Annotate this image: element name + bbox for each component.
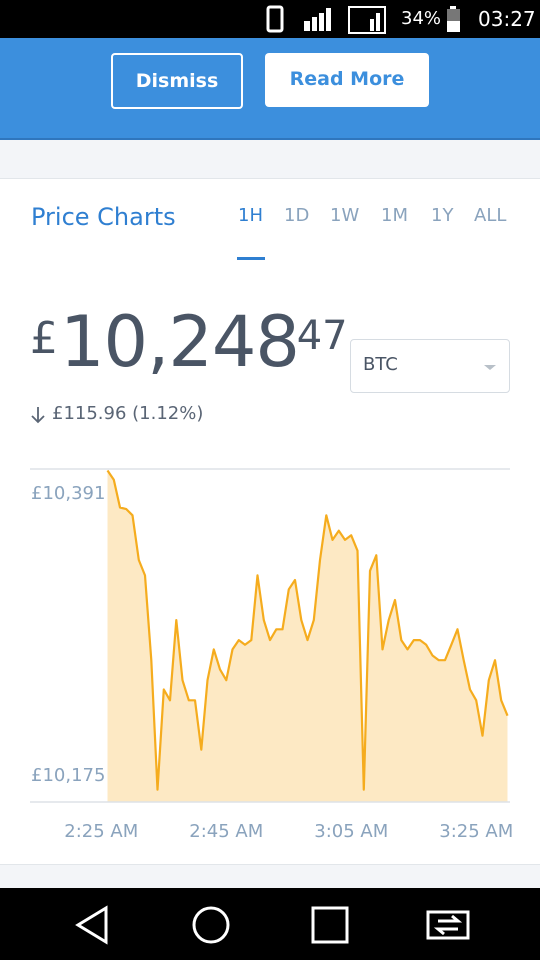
switch-button[interactable] — [426, 910, 470, 940]
currency: BTC — [363, 354, 398, 375]
tab-indicator — [237, 257, 265, 260]
read-more-button[interactable]: Read More — [265, 53, 429, 107]
status-bar: 34% 03:27 — [0, 0, 540, 38]
home-button[interactable] — [192, 906, 230, 944]
battery-percent: 34% — [401, 8, 442, 29]
dropdown-arrow — [484, 365, 496, 370]
recents-button[interactable] — [311, 906, 349, 944]
tab[interactable]: 1Y — [431, 205, 454, 226]
price-area — [107, 470, 508, 802]
price-card: £ 10,248 .47 BTC £115.96 (1.12%) — [0, 261, 540, 865]
back-button[interactable] — [75, 905, 108, 945]
y-tick-label: £10,175 — [31, 765, 105, 786]
x-tick-label: 2:45 AM — [189, 821, 263, 842]
price-charts-header: Price Charts 1H 1D 1W 1M 1Y ALL — [0, 178, 540, 262]
currency-select[interactable]: BTC — [350, 339, 510, 393]
price-chart: £10,175 £10,391 2:25 AM 2:45 AM 3:05 AM 3:25 … — [30, 468, 513, 842]
price-change: £115.96 (1.12%) — [52, 403, 204, 424]
tab[interactable]: 1D — [284, 205, 310, 226]
price-decimals: .47 — [284, 313, 348, 359]
status-icons — [266, 5, 386, 34]
down-arrow — [31, 407, 45, 424]
x-tick-label: 2:25 AM — [64, 821, 138, 842]
tab[interactable]: 1W — [330, 205, 360, 226]
price-line — [106, 469, 509, 791]
banner: Dismiss Read More — [0, 38, 540, 140]
price-symbol: £ — [30, 313, 58, 364]
battery-icon — [447, 6, 460, 32]
tab[interactable]: 1M — [381, 205, 408, 226]
nav-bar — [0, 888, 540, 960]
x-tick-label: 3:25 AM — [439, 821, 513, 842]
clock: 03:27 — [478, 7, 536, 31]
price-whole: 10,248 — [60, 301, 300, 383]
dismiss-button[interactable]: Dismiss — [111, 53, 243, 109]
y-tick-label: £10,391 — [31, 483, 105, 504]
tab[interactable]: ALL — [474, 205, 507, 226]
tab[interactable]: 1H — [238, 205, 263, 226]
nav-icons — [75, 905, 470, 945]
section-title: Price Charts — [31, 203, 176, 231]
x-tick-label: 3:05 AM — [314, 821, 388, 842]
